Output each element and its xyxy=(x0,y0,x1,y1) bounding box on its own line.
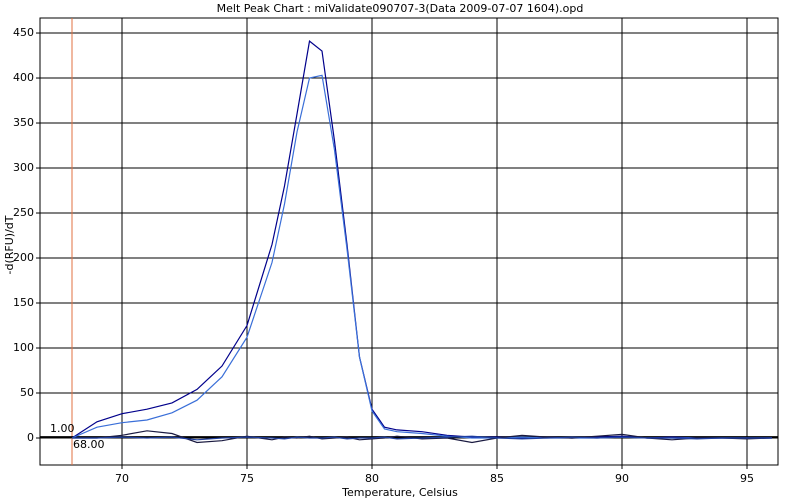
threshold-y-label: 1.00 xyxy=(50,422,75,435)
x-tick-label: 70 xyxy=(115,472,129,485)
x-axis-label: Temperature, Celsius xyxy=(341,486,458,499)
x-tick-label: 90 xyxy=(615,472,629,485)
y-tick-label: 350 xyxy=(13,116,34,129)
y-tick-label: 100 xyxy=(13,341,34,354)
y-tick-label: 250 xyxy=(13,206,34,219)
series-line xyxy=(72,430,773,444)
x-tick-label: 80 xyxy=(365,472,379,485)
y-tick-label: 150 xyxy=(13,296,34,309)
y-tick-label: 200 xyxy=(13,251,34,264)
y-tick-label: 0 xyxy=(27,431,34,444)
x-tick-label: 85 xyxy=(490,472,504,485)
chart-title: Melt Peak Chart : miValidate090707-3(Dat… xyxy=(217,2,584,15)
y-tick-label: 50 xyxy=(20,386,34,399)
y-tick-label: 400 xyxy=(13,71,34,84)
plot-area xyxy=(39,17,779,466)
y-tick-label: 450 xyxy=(13,26,34,39)
threshold-x-label: 68.00 xyxy=(73,438,105,451)
y-axis-label: -d(RFU)/dT xyxy=(3,215,16,274)
series-line xyxy=(72,435,772,441)
x-tick-label: 95 xyxy=(740,472,754,485)
x-tick-label: 75 xyxy=(240,472,254,485)
y-tick-label: 300 xyxy=(13,161,34,174)
